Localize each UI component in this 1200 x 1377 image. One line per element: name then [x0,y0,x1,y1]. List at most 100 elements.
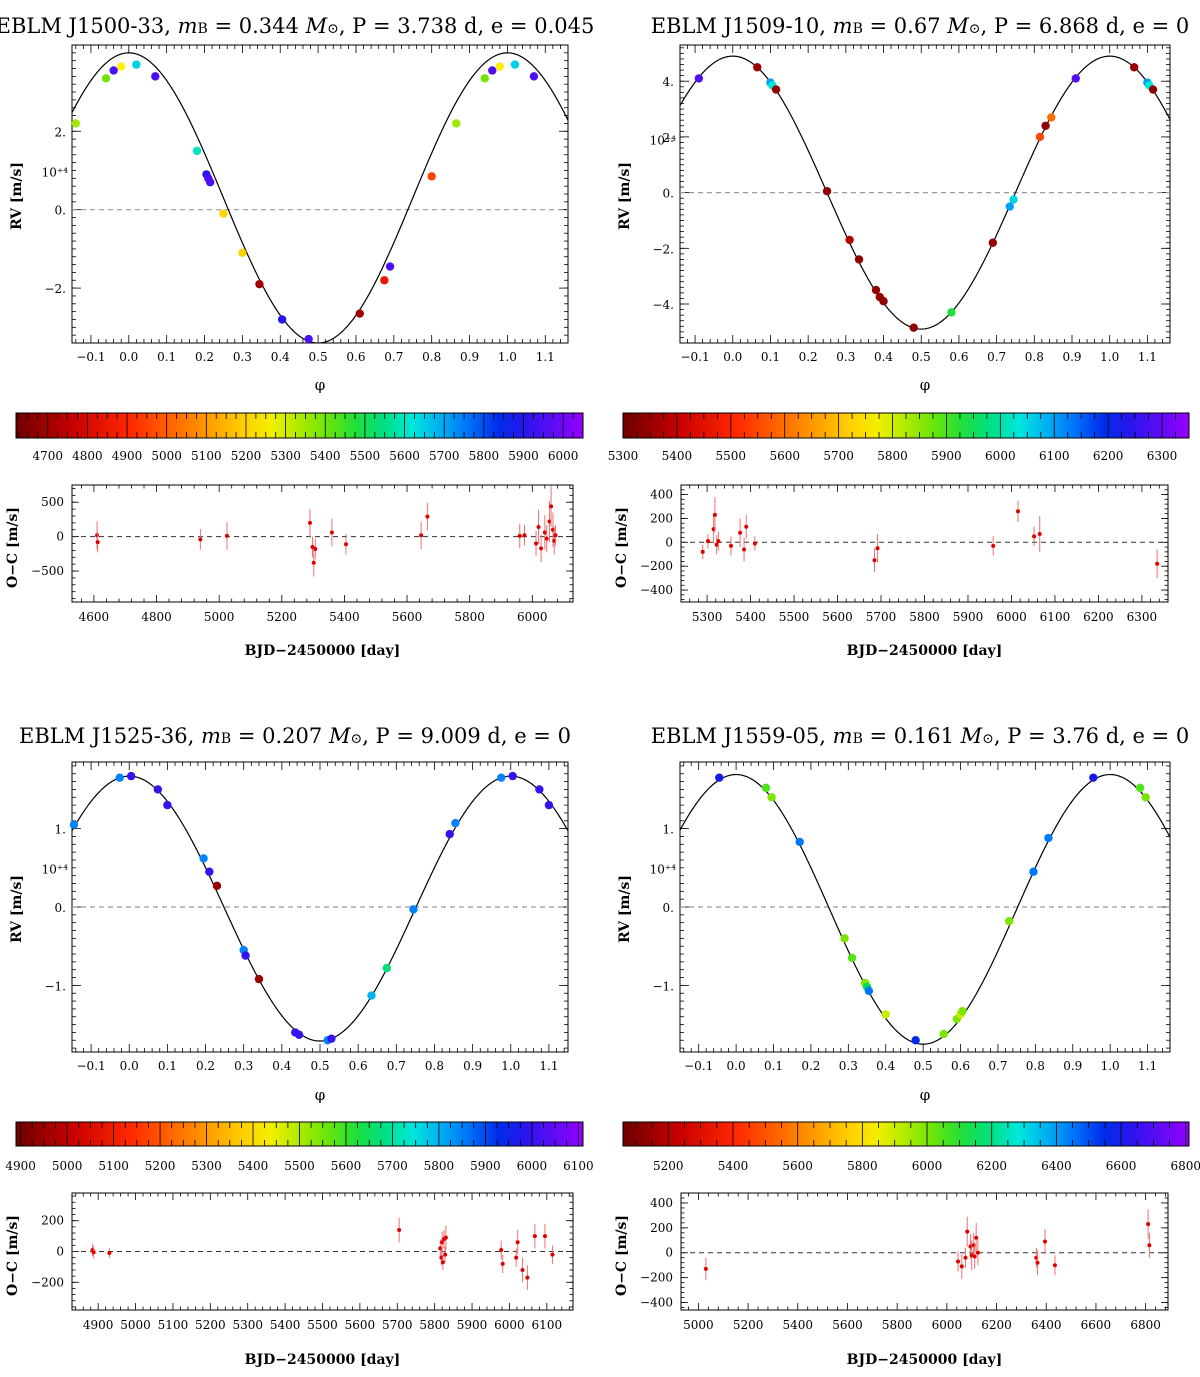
rv-data-point [409,905,418,914]
oc-data-point [313,547,318,552]
rv-data-point [101,74,111,83]
rv-panel: −0.1 0.0 0.1 0.2 0.3 0.4 0.5 0.6 0.7 0.8 0.9 1.0 1.1… [617,44,1171,394]
oc-data-point [534,541,539,546]
oc-data-point [438,1246,443,1251]
colorbar-tick-label: 6800 [1170,1159,1200,1173]
rv-data-point [327,1034,336,1043]
oc-ytick-label: 200 [41,1214,64,1228]
oc-data-point [700,549,705,554]
colorbar-tick-label: 5800 [469,449,500,463]
oc-xtick-label: 5800 [882,1318,913,1332]
rv-scale-label: 10⁺⁴ [42,863,69,877]
rv-data-point [132,60,141,69]
oc-data-point [1015,509,1020,514]
colorbar-tick-label: 5700 [429,449,460,463]
oc-data-point [443,1235,448,1240]
colorbar-tick-label: 6400 [1041,1159,1072,1173]
rv-data-point [199,854,208,863]
oc-xlabel: BJD−2450000 [day] [245,643,401,659]
oc-data-point [974,1235,979,1240]
rv-xlabel: φ [920,1086,931,1104]
oc-data-point [544,536,549,541]
oc-ytick-label: −400 [640,583,673,597]
rv-xtick-label: 0.8 [425,1059,444,1073]
oc-data-point [956,1259,961,1264]
oc-data-point [311,560,316,565]
rv-data-point [795,837,804,847]
rv-data-point [219,209,228,218]
oc-xtick-label: 5800 [454,610,485,624]
rv-data-point [355,309,364,318]
oc-ytick-label: −500 [31,564,64,578]
rv-data-point [840,934,849,943]
rv-model-curve [72,775,568,1042]
rv-xtick-label: −0.1 [76,350,105,364]
rv-xtick-label: 1.1 [1138,350,1157,364]
rv-data-point [988,238,998,247]
oc-ylabel: O−C [m/s] [614,1215,630,1296]
oc-data-point [752,541,757,546]
rv-xtick-label: 0.3 [839,1059,858,1073]
oc-data-point [872,558,877,563]
colorbar: 4700 4800 4900 5000 5100 5200 5300 5400 5500 5600… [15,412,584,463]
rv-data-point [508,771,517,781]
rv-xlabel: φ [920,376,931,394]
rv-ytick-label: 0. [663,187,674,201]
rv-ytick-label: 1. [663,823,674,837]
oc-xtick-label: 5900 [457,1318,488,1332]
colorbar-tick-label: 5300 [608,449,639,463]
colorbar-tick-label: 5500 [350,449,381,463]
rv-ytick-label: 2. [663,131,674,145]
rv-xtick-label: 0.1 [761,350,780,364]
rv-xtick-label: 1.0 [501,1059,520,1073]
rv-xtick-label: 0.9 [463,1059,482,1073]
panel-eblm-j1559-05: EBLM J1559-05, mB = 0.161 M⊙, P = 3.76 d… [614,724,1200,1368]
rv-xtick-label: 0.7 [384,350,403,364]
colorbar-tick-label: 4900 [5,1159,36,1173]
rv-panel: −0.1 0.0 0.1 0.2 0.3 0.4 0.5 0.6 0.7 0.8 0.9 1.0 1.1… [9,761,569,1104]
rv-xtick-label: 0.9 [1062,350,1081,364]
oc-data-point [972,1254,977,1259]
oc-data-point [95,540,100,545]
rv-xtick-label: 0.2 [195,350,214,364]
panel-eblm-j1525-36: EBLM J1525-36, mB = 0.207 M⊙, P = 9.009 … [5,724,594,1368]
rv-data-point [115,773,124,782]
colorbar-tick-label: 5300 [270,449,301,463]
rv-xtick-label: 0.0 [119,350,138,364]
rv-data-point [451,818,460,828]
oc-data-point [500,1261,505,1266]
rv-data-point [753,63,762,72]
colorbar-tick-label: 5600 [782,1159,813,1173]
rv-xlabel: φ [315,376,326,394]
rv-xtick-label: 0.4 [874,350,893,364]
colorbar-tick-label: 6200 [1093,449,1124,463]
rv-data-point [153,785,163,794]
rv-data-point [1041,121,1050,130]
rv-data-point [117,62,126,71]
oc-xtick-label: 5200 [195,1318,226,1332]
colorbar-tick-label: 5700 [823,449,854,463]
rv-data-point [427,172,436,181]
oc-data-point [875,546,880,551]
oc-data-point [744,524,749,529]
oc-data-point [542,1234,547,1239]
oc-data-point [553,533,558,538]
rv-xtick-label: 0.2 [196,1059,215,1073]
rv-data-point [1005,202,1015,211]
colorbar-tick-label: 5900 [470,1159,501,1173]
rv-data-point [254,974,264,984]
rv-data-point [109,66,118,75]
rv-data-point [510,60,520,69]
colorbar-tick-label: 5800 [847,1159,878,1173]
rv-xtick-label: 1.0 [498,350,517,364]
chart-title: EBLM J1525-36, mB = 0.207 M⊙, P = 9.009 … [19,724,571,748]
oc-data-point [329,530,334,535]
oc-data-point [107,1251,112,1256]
rv-data-point [163,800,172,810]
rv-data-point [947,308,956,317]
rv-data-point [1009,195,1018,204]
colorbar-tick-label: 4900 [112,449,143,463]
rv-data-point [1047,113,1056,122]
oc-xtick-label: 6300 [1127,610,1158,624]
oc-data-point [705,539,710,544]
